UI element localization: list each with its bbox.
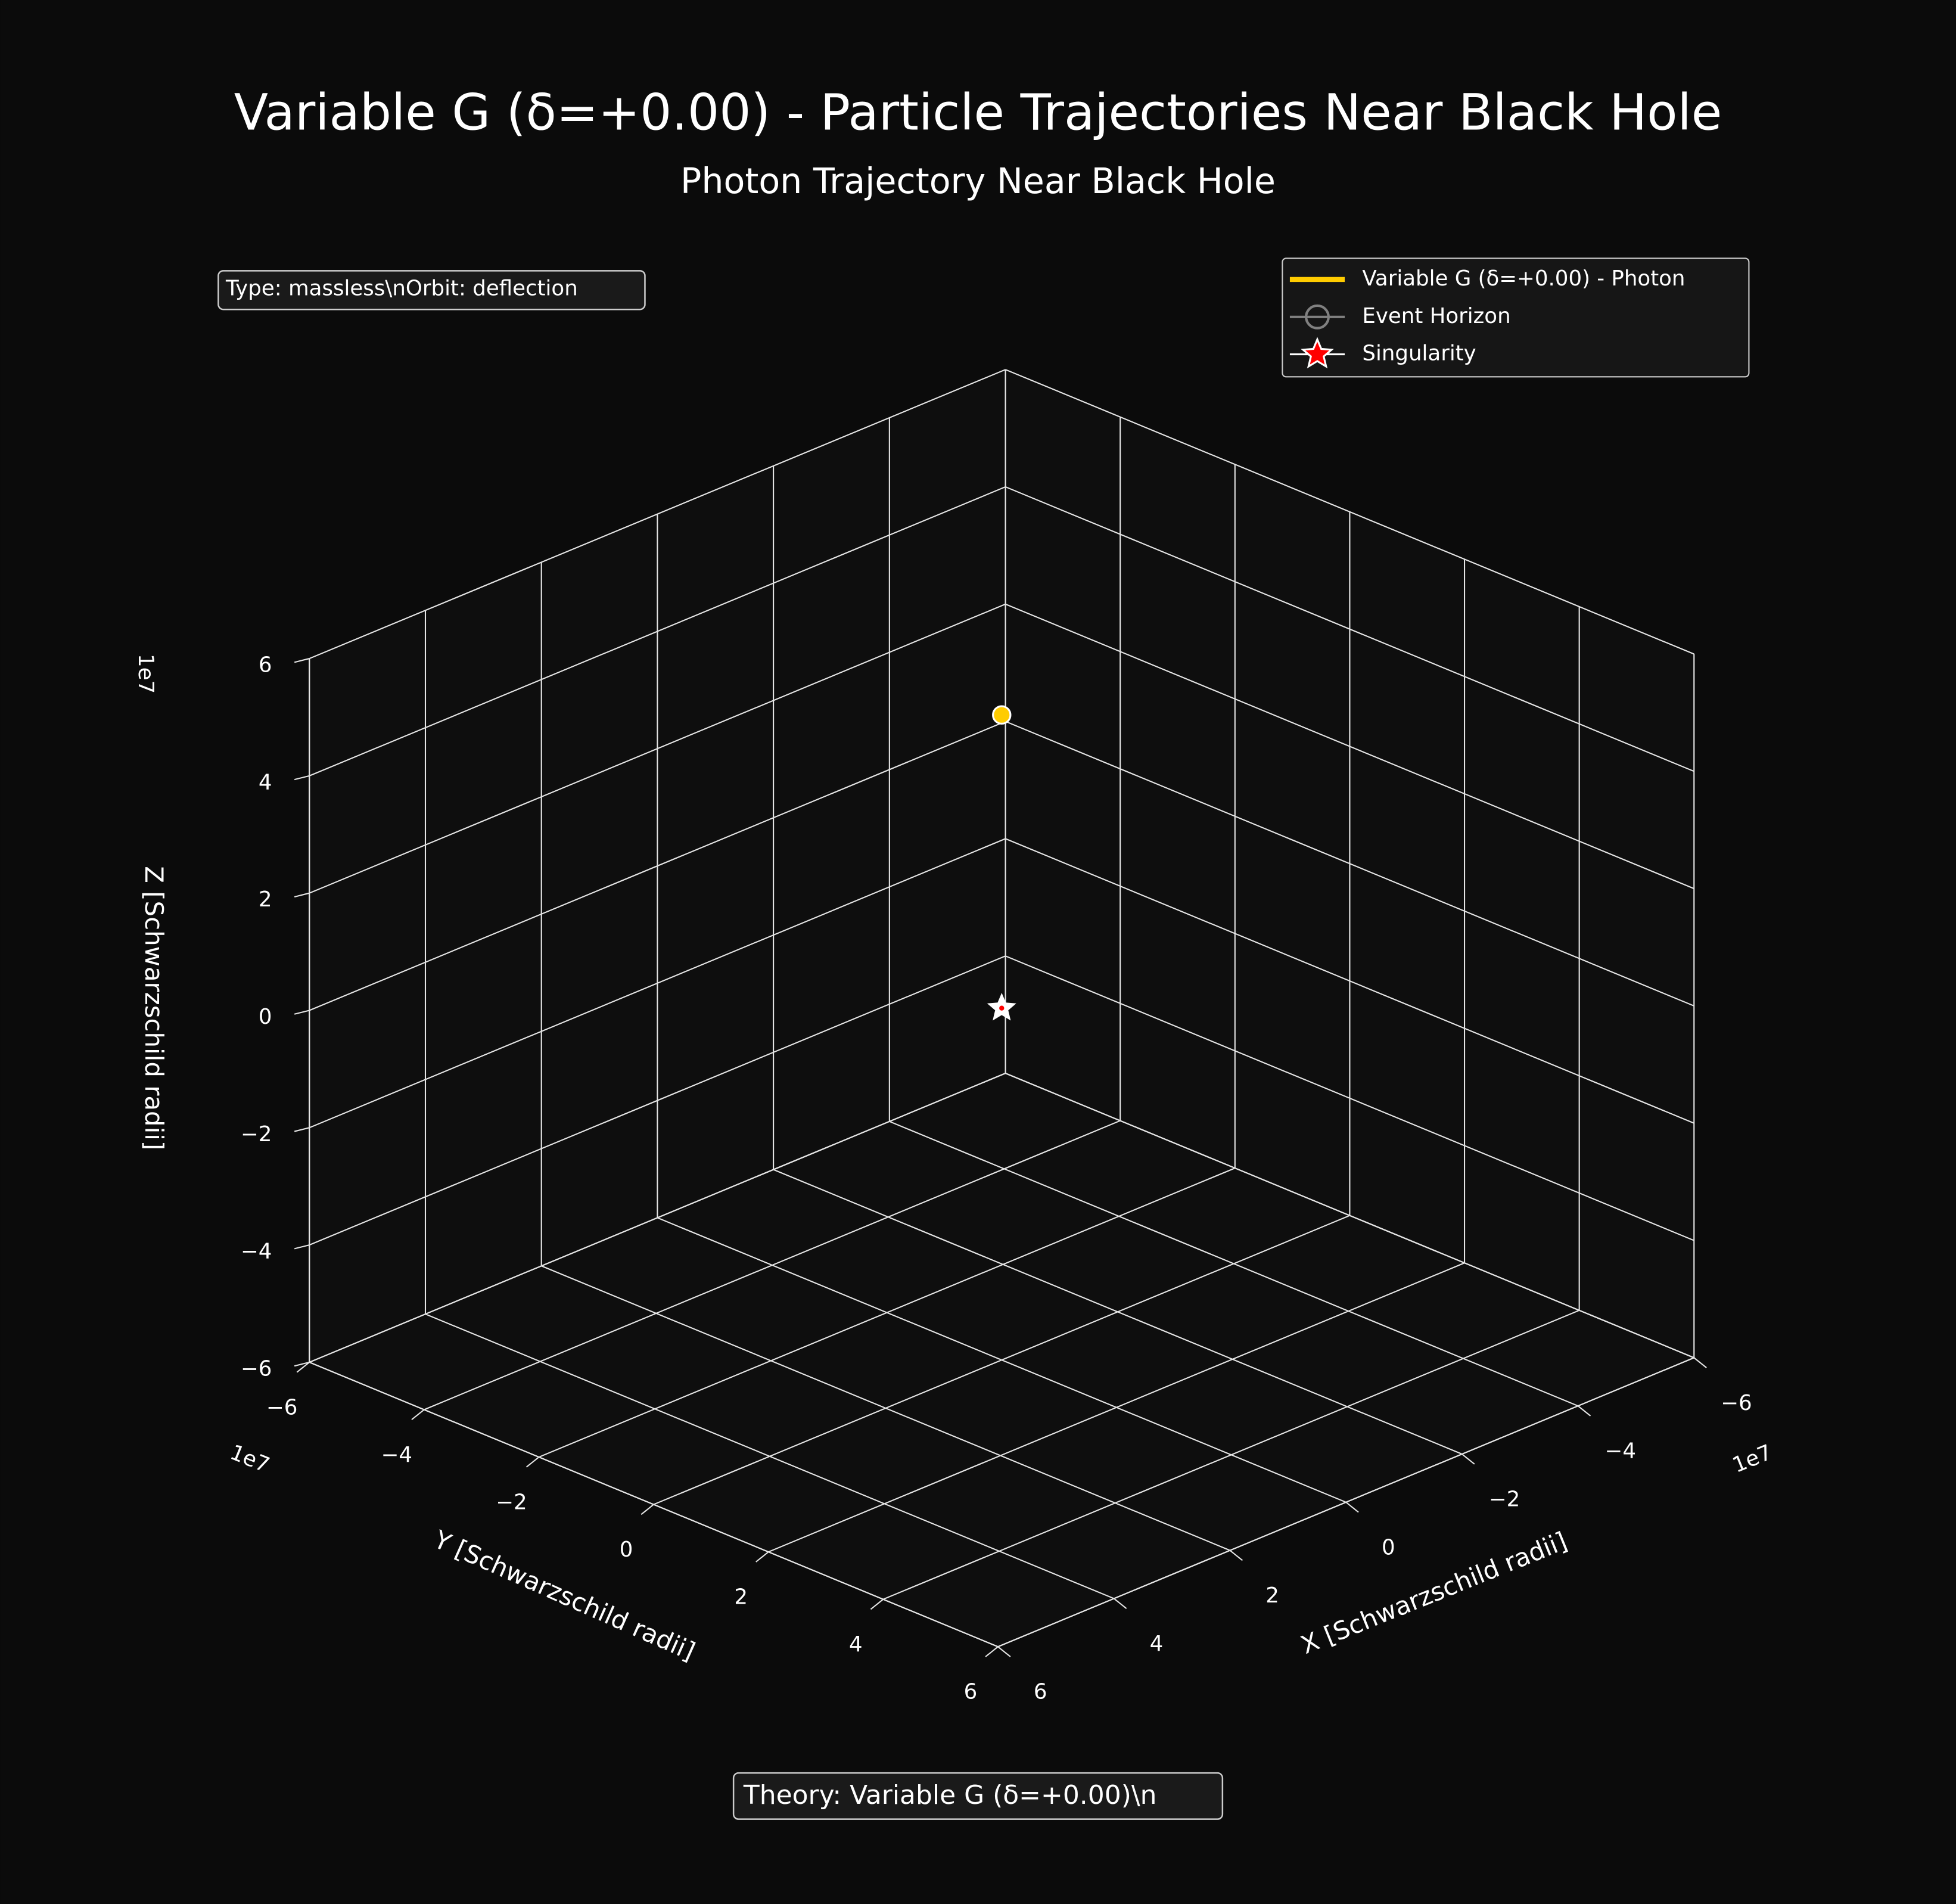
x-tick-label: −2 <box>1489 1487 1520 1511</box>
z-tick-label: −2 <box>241 1122 272 1147</box>
x-tick-label: 0 <box>1382 1535 1395 1560</box>
x-tick <box>997 1646 1011 1657</box>
y-tick <box>985 1646 999 1657</box>
grid-line <box>1005 720 1694 1007</box>
x-tick <box>1461 1453 1475 1465</box>
grid-line <box>1005 486 1694 772</box>
footer-box <box>732 1772 1224 1820</box>
legend-label: Singularity <box>1362 341 1476 366</box>
grid-line <box>653 1215 1350 1505</box>
y-tick <box>296 1362 310 1373</box>
z-tick-label: 6 <box>259 653 272 678</box>
x-tick-label: −4 <box>1605 1439 1636 1464</box>
data-layer <box>987 705 1016 1021</box>
grid-line <box>309 603 1006 894</box>
x-tick-label: 2 <box>1265 1583 1279 1608</box>
y-tick <box>411 1409 425 1421</box>
x-tick <box>1693 1357 1707 1368</box>
singularity-core <box>999 1005 1005 1011</box>
y-axis-line <box>309 1361 999 1648</box>
footer-text: Theory: Variable G (δ=+0.00)\n <box>743 1780 1157 1810</box>
y-tick <box>525 1456 540 1468</box>
z-offset-text: 1e7 <box>133 654 158 694</box>
grid-line <box>882 1309 1580 1600</box>
info-text: Type: massless\nOrbit: deflection <box>225 277 578 301</box>
grid-line <box>309 955 1006 1246</box>
z-tick <box>294 1127 310 1132</box>
x-tick <box>1345 1502 1359 1513</box>
x-tick <box>1229 1549 1243 1561</box>
y-tick-label: −2 <box>496 1490 527 1515</box>
grid-line <box>539 1167 1236 1458</box>
trajectory-point <box>992 705 1012 725</box>
z-axis-label: Z [Schwarzschild radii] <box>139 866 169 1150</box>
x-axis-line <box>997 1357 1694 1648</box>
legend-swatch <box>1301 337 1334 369</box>
grid-line <box>309 1073 1006 1363</box>
z-tick <box>294 1361 310 1367</box>
z-tick <box>294 1244 310 1250</box>
grid-line <box>309 838 1006 1129</box>
grid-line <box>1005 1073 1694 1359</box>
chart-subtitle: Photon Trajectory Near Black Hole <box>680 161 1276 201</box>
z-tick-label: −6 <box>241 1356 272 1381</box>
grid-line <box>1005 603 1694 890</box>
y-tick-label: −4 <box>381 1443 412 1467</box>
x-tick <box>1577 1405 1591 1417</box>
x-tick <box>1114 1598 1127 1610</box>
grid-line <box>1005 955 1694 1241</box>
x-tick-label: 4 <box>1150 1632 1164 1656</box>
legend: Variable G (δ=+0.00) - Photon Event Horiz… <box>1282 257 1750 378</box>
legend-swatch <box>1305 304 1330 330</box>
x-tick-label: 6 <box>1034 1680 1047 1704</box>
grid-line <box>1005 838 1694 1124</box>
x-tick-label: −6 <box>1721 1391 1752 1415</box>
z-tick <box>294 658 310 663</box>
y-tick-label: 2 <box>734 1585 748 1610</box>
y-tick <box>640 1504 654 1515</box>
y-tick-label: 6 <box>964 1680 978 1704</box>
legend-label: Variable G (δ=+0.00) - Photon <box>1362 266 1685 291</box>
legend-box <box>1282 257 1750 378</box>
grid-line <box>309 720 1006 1011</box>
chart-title: Variable G (δ=+0.00) - Particle Trajecto… <box>234 83 1722 142</box>
z-tick <box>294 1010 310 1015</box>
grid-line <box>424 1120 1121 1411</box>
legend-label: Event Horizon <box>1362 304 1510 328</box>
y-tick-label: 0 <box>620 1538 633 1562</box>
grid-line <box>309 369 1006 660</box>
y-tick <box>755 1551 769 1563</box>
z-tick-label: −4 <box>241 1240 272 1264</box>
z-tick-label: 4 <box>259 770 272 794</box>
z-tick <box>294 775 310 781</box>
info-box <box>217 270 646 310</box>
z-tick-label: 2 <box>259 887 272 912</box>
y-tick-label: −6 <box>266 1395 297 1420</box>
z-tick-label: 0 <box>259 1005 272 1029</box>
grid-line <box>768 1262 1465 1553</box>
y-tick-label: 4 <box>849 1632 863 1657</box>
grid-line <box>1005 369 1694 655</box>
y-tick <box>870 1598 884 1610</box>
grid-line <box>309 486 1006 776</box>
z-tick <box>294 892 310 897</box>
